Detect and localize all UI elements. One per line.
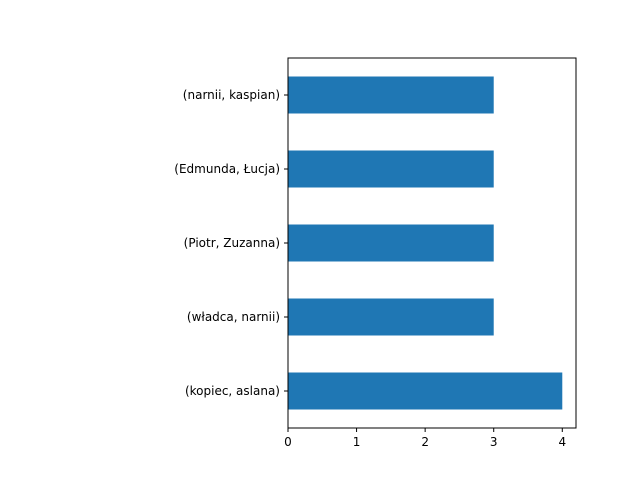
x-tick-label: 1 [353,435,361,449]
y-tick-label: (władca, narnii) [187,310,280,324]
bars-layer [288,76,563,410]
y-tick-label: (narnii, kaspian) [183,88,280,102]
bar [288,150,494,188]
x-axis: 0 1 2 3 4 [284,428,566,449]
bar [288,76,494,114]
x-tick-label: 0 [284,435,292,449]
bar [288,372,563,410]
bar [288,224,494,262]
bar [288,298,494,336]
y-tick-label: (kopiec, aslana) [185,384,280,398]
y-axis: (kopiec, aslana) (władca, narnii) (Piotr, … [174,88,288,398]
x-tick-label: 4 [558,435,566,449]
x-tick-label: 3 [490,435,498,449]
x-tick-label: 2 [421,435,429,449]
y-tick-label: (Piotr, Zuzanna) [184,236,280,250]
y-tick-label: (Edmunda, Łucja) [174,162,280,176]
